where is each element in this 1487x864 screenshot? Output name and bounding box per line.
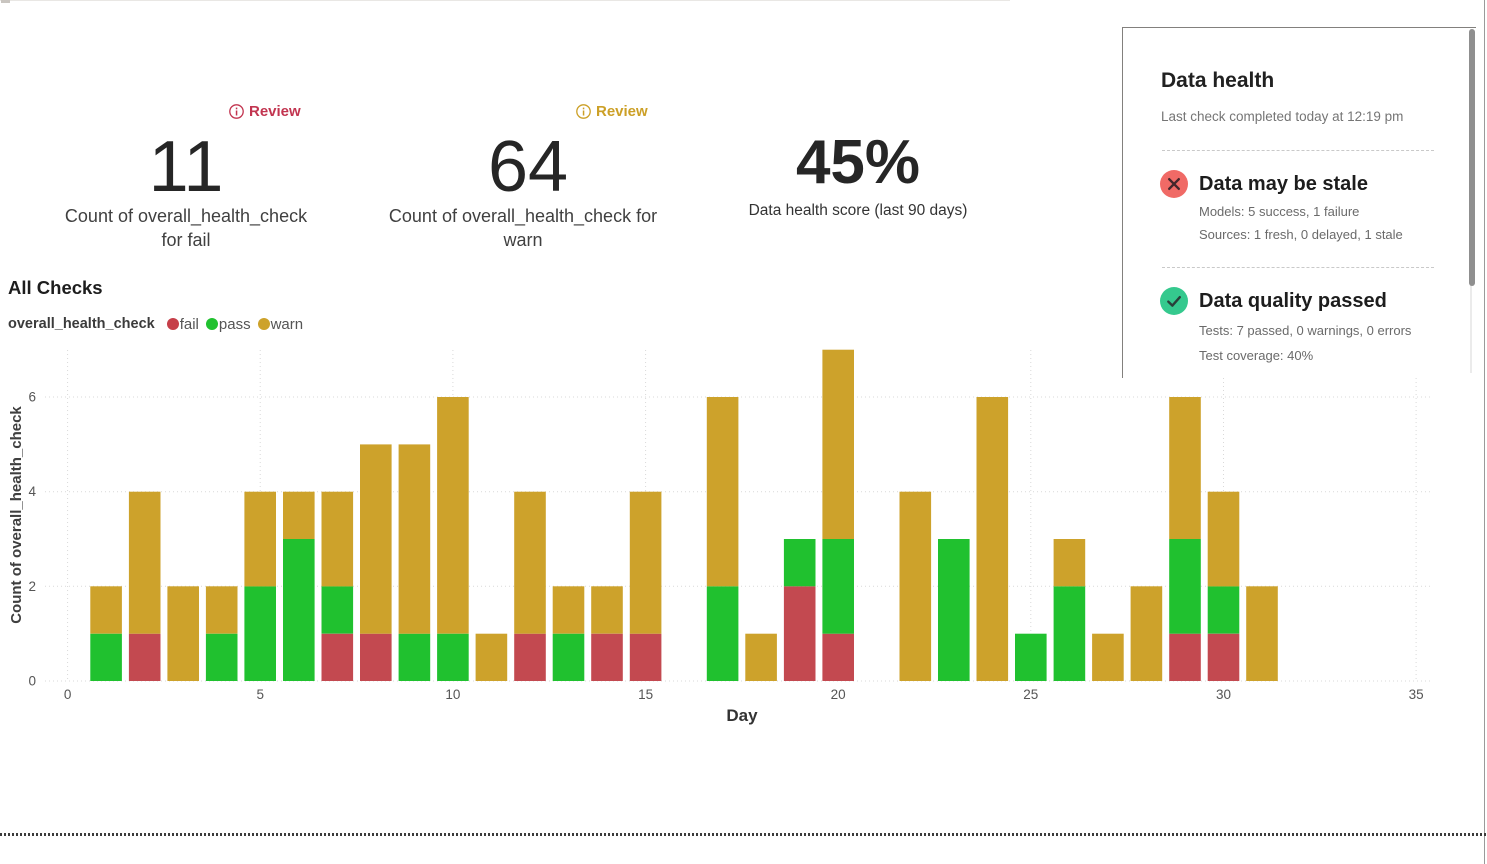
svg-text:25: 25 bbox=[1023, 687, 1038, 702]
svg-text:6: 6 bbox=[28, 390, 36, 405]
svg-text:5: 5 bbox=[256, 687, 264, 702]
svg-text:2: 2 bbox=[28, 579, 36, 594]
svg-text:30: 30 bbox=[1216, 687, 1231, 702]
svg-text:20: 20 bbox=[831, 687, 846, 702]
svg-text:0: 0 bbox=[64, 687, 72, 702]
svg-text:15: 15 bbox=[638, 687, 653, 702]
svg-text:10: 10 bbox=[445, 687, 460, 702]
svg-text:4: 4 bbox=[28, 484, 36, 499]
svg-text:0: 0 bbox=[28, 674, 36, 689]
svg-text:35: 35 bbox=[1409, 687, 1424, 702]
